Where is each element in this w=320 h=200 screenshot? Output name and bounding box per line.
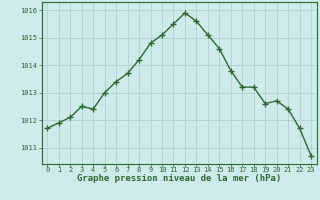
- X-axis label: Graphe pression niveau de la mer (hPa): Graphe pression niveau de la mer (hPa): [77, 174, 281, 183]
